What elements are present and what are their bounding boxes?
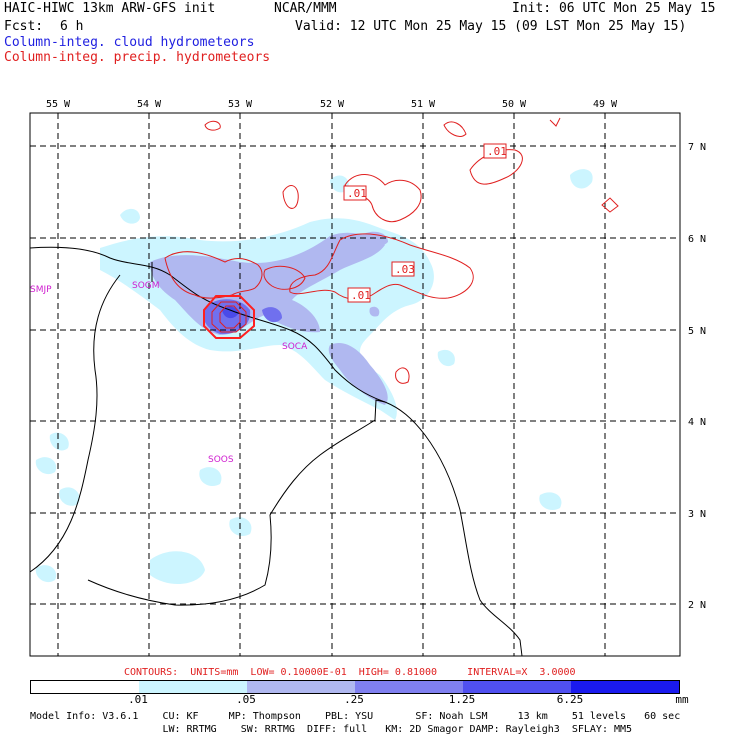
colorbar-segment-2 bbox=[247, 681, 355, 693]
lon-label-53w: 53 W bbox=[228, 99, 253, 110]
model-info-line1: Model Info: V3.6.1 CU: KF MP: Thompson P… bbox=[30, 711, 681, 722]
station-label-soca: SOCA bbox=[282, 342, 308, 352]
map-frame bbox=[29, 112, 681, 657]
lon-label-49w: 49 W bbox=[593, 99, 618, 110]
station-label-smjp: SMJP bbox=[30, 285, 52, 295]
lon-label-55w: 55 W bbox=[46, 99, 71, 110]
colorbar-unit: mm bbox=[675, 693, 689, 706]
cloud-core-fill bbox=[222, 306, 238, 319]
contour-label: .03 bbox=[395, 263, 415, 276]
contours-info: CONTOURS: UNITS=mm LOW= 0.10000E-01 HIGH… bbox=[124, 667, 576, 678]
colorbar bbox=[30, 680, 680, 694]
colorbar-tick-label: 1.25 bbox=[448, 693, 476, 706]
colorbar-segment-4 bbox=[463, 681, 571, 693]
coastline bbox=[29, 246, 523, 657]
colorbar-segment-0 bbox=[31, 681, 139, 693]
lon-label-54w: 54 W bbox=[137, 99, 162, 110]
station-label-sogm: SOGM bbox=[132, 281, 160, 291]
colorbar-tick-label: .01 bbox=[128, 693, 148, 706]
lat-label-3n: 3 N bbox=[688, 509, 706, 520]
lon-label-51w: 51 W bbox=[411, 99, 436, 110]
lat-lon-grid bbox=[30, 113, 680, 656]
org-label: NCAR/MMM bbox=[274, 1, 337, 16]
station-label-soos: SOOS bbox=[208, 455, 234, 465]
colorbar-tick-label: .25 bbox=[344, 693, 364, 706]
colorbar-tick-label: .05 bbox=[236, 693, 256, 706]
init-time: Init: 06 UTC Mon 25 May 15 bbox=[512, 1, 716, 16]
lat-label-2n: 2 N bbox=[688, 600, 706, 611]
forecast-label: Fcst: bbox=[4, 19, 44, 34]
model-info-line2: LW: RRTMG SW: RRTMG DIFF: full KM: 2D Sm… bbox=[30, 724, 633, 735]
lat-label-7n: 7 N bbox=[688, 142, 706, 153]
lat-label-4n: 4 N bbox=[688, 417, 706, 428]
lon-label-52w: 52 W bbox=[320, 99, 345, 110]
contour-label: .01 bbox=[347, 187, 367, 200]
contour-label: .01 bbox=[487, 145, 507, 158]
precip-contours bbox=[164, 117, 619, 384]
lat-label-6n: 6 N bbox=[688, 234, 706, 245]
plot-title: HAIC-HIWC 13km ARW-GFS init bbox=[4, 1, 216, 16]
colorbar-segment-1 bbox=[139, 681, 247, 693]
cloud-light-fill bbox=[35, 169, 593, 585]
lat-label-5n: 5 N bbox=[688, 326, 706, 337]
contour-label-boxes bbox=[343, 143, 507, 303]
colorbar-segment-3 bbox=[355, 681, 463, 693]
forecast-value: 6 h bbox=[60, 19, 84, 34]
valid-time: Valid: 12 UTC Mon 25 May 15 (09 LST Mon … bbox=[295, 19, 687, 34]
lon-label-50w: 50 W bbox=[502, 99, 527, 110]
field-precip-label: Column-integ. precip. hydrometeors bbox=[4, 50, 271, 65]
colorbar-tick-label: 6.25 bbox=[556, 693, 584, 706]
colorbar-segment-5 bbox=[571, 681, 679, 693]
field-cloud-label: Column-integ. cloud hydrometeors bbox=[4, 35, 255, 50]
contour-label: .01 bbox=[351, 289, 371, 302]
precip-contour-core bbox=[203, 295, 255, 339]
